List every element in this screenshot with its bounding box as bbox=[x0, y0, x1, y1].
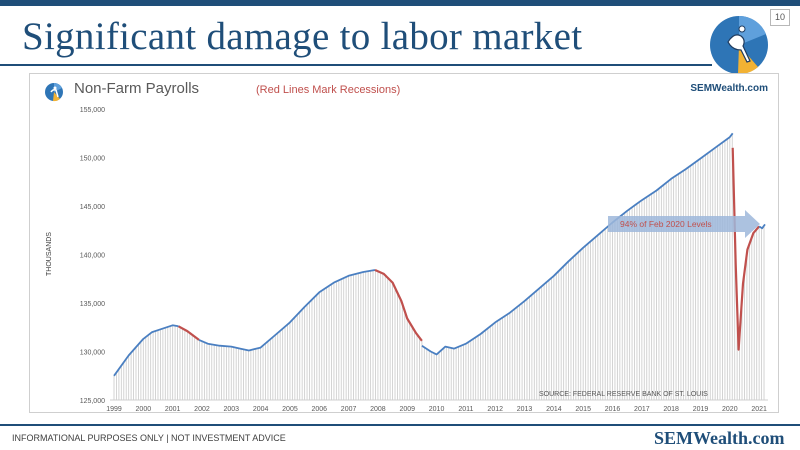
annotation-group: 94% of Feb 2020 Levels bbox=[608, 210, 760, 238]
chart-logo-icon bbox=[45, 83, 63, 102]
x-tick-label: 2000 bbox=[136, 406, 152, 412]
chart-brand: SEMWealth.com bbox=[690, 83, 768, 94]
x-tick-label: 2009 bbox=[399, 406, 415, 412]
x-tick-label: 2007 bbox=[341, 406, 357, 412]
x-tick-label: 2013 bbox=[517, 406, 533, 412]
payrolls-line bbox=[113, 324, 179, 377]
x-tick-label: 1999 bbox=[106, 406, 122, 412]
x-tick-label: 2015 bbox=[575, 406, 591, 412]
x-tick-label: 2019 bbox=[693, 406, 709, 412]
payrolls-chart: Non-Farm Payrolls (Red Lines Mark Recess… bbox=[45, 80, 768, 412]
recession-line bbox=[177, 325, 200, 341]
title-underline bbox=[0, 64, 712, 66]
x-tick-label: 2011 bbox=[458, 406, 473, 412]
annotation-arrow bbox=[608, 210, 760, 238]
payrolls-line bbox=[421, 132, 734, 356]
x-tick-label: 2014 bbox=[546, 406, 562, 412]
x-tick-label: 2020 bbox=[722, 406, 738, 412]
y-tick-label: 155,000 bbox=[80, 107, 105, 114]
x-tick-label: 2001 bbox=[165, 406, 181, 412]
source-note: SOURCE: FEDERAL RESERVE BANK OF ST. LOUI… bbox=[539, 391, 708, 398]
recession-line bbox=[374, 268, 423, 342]
y-tick-label: 150,000 bbox=[80, 156, 105, 163]
x-tick-label: 2021 bbox=[751, 406, 767, 412]
footer-rule bbox=[0, 424, 800, 426]
brand-logo-icon bbox=[710, 15, 768, 75]
x-tick-label: 2010 bbox=[429, 406, 445, 412]
x-tick-label: 2006 bbox=[311, 406, 327, 412]
x-tick-label: 2016 bbox=[605, 406, 621, 412]
y-axis-label: THOUSANDS bbox=[46, 232, 53, 276]
annotation-text: 94% of Feb 2020 Levels bbox=[620, 219, 712, 229]
y-tick-label: 130,000 bbox=[80, 350, 105, 357]
payrolls-line bbox=[758, 223, 766, 230]
x-tick-label: 2008 bbox=[370, 406, 386, 412]
x-tick-label: 2018 bbox=[663, 406, 679, 412]
top-accent-bar bbox=[0, 0, 800, 6]
y-tick-label: 140,000 bbox=[80, 253, 105, 260]
chart-title: Non-Farm Payrolls bbox=[74, 80, 199, 97]
x-tick-label: 2005 bbox=[282, 406, 298, 412]
x-tick-label: 2017 bbox=[634, 406, 650, 412]
brand-website: SEMWealth.com bbox=[654, 428, 785, 448]
disclaimer-text: INFORMATIONAL PURPOSES ONLY | NOT INVEST… bbox=[12, 433, 286, 443]
y-tick-label: 125,000 bbox=[80, 398, 105, 405]
chart-panel: Non-Farm Payrolls (Red Lines Mark Recess… bbox=[29, 73, 779, 413]
payrolls-line bbox=[198, 269, 376, 352]
x-tick-label: 2012 bbox=[487, 406, 503, 412]
recession-line bbox=[731, 147, 760, 351]
y-tick-label: 135,000 bbox=[80, 301, 105, 308]
x-tick-label: 2003 bbox=[224, 406, 240, 412]
x-tick-label: 2002 bbox=[194, 406, 210, 412]
slide-title: Significant damage to labor market bbox=[22, 15, 583, 58]
x-tick-label: 2004 bbox=[253, 406, 269, 412]
chart-subtitle: (Red Lines Mark Recessions) bbox=[256, 84, 400, 96]
page-number: 10 bbox=[770, 9, 790, 26]
y-tick-label: 145,000 bbox=[80, 204, 105, 211]
